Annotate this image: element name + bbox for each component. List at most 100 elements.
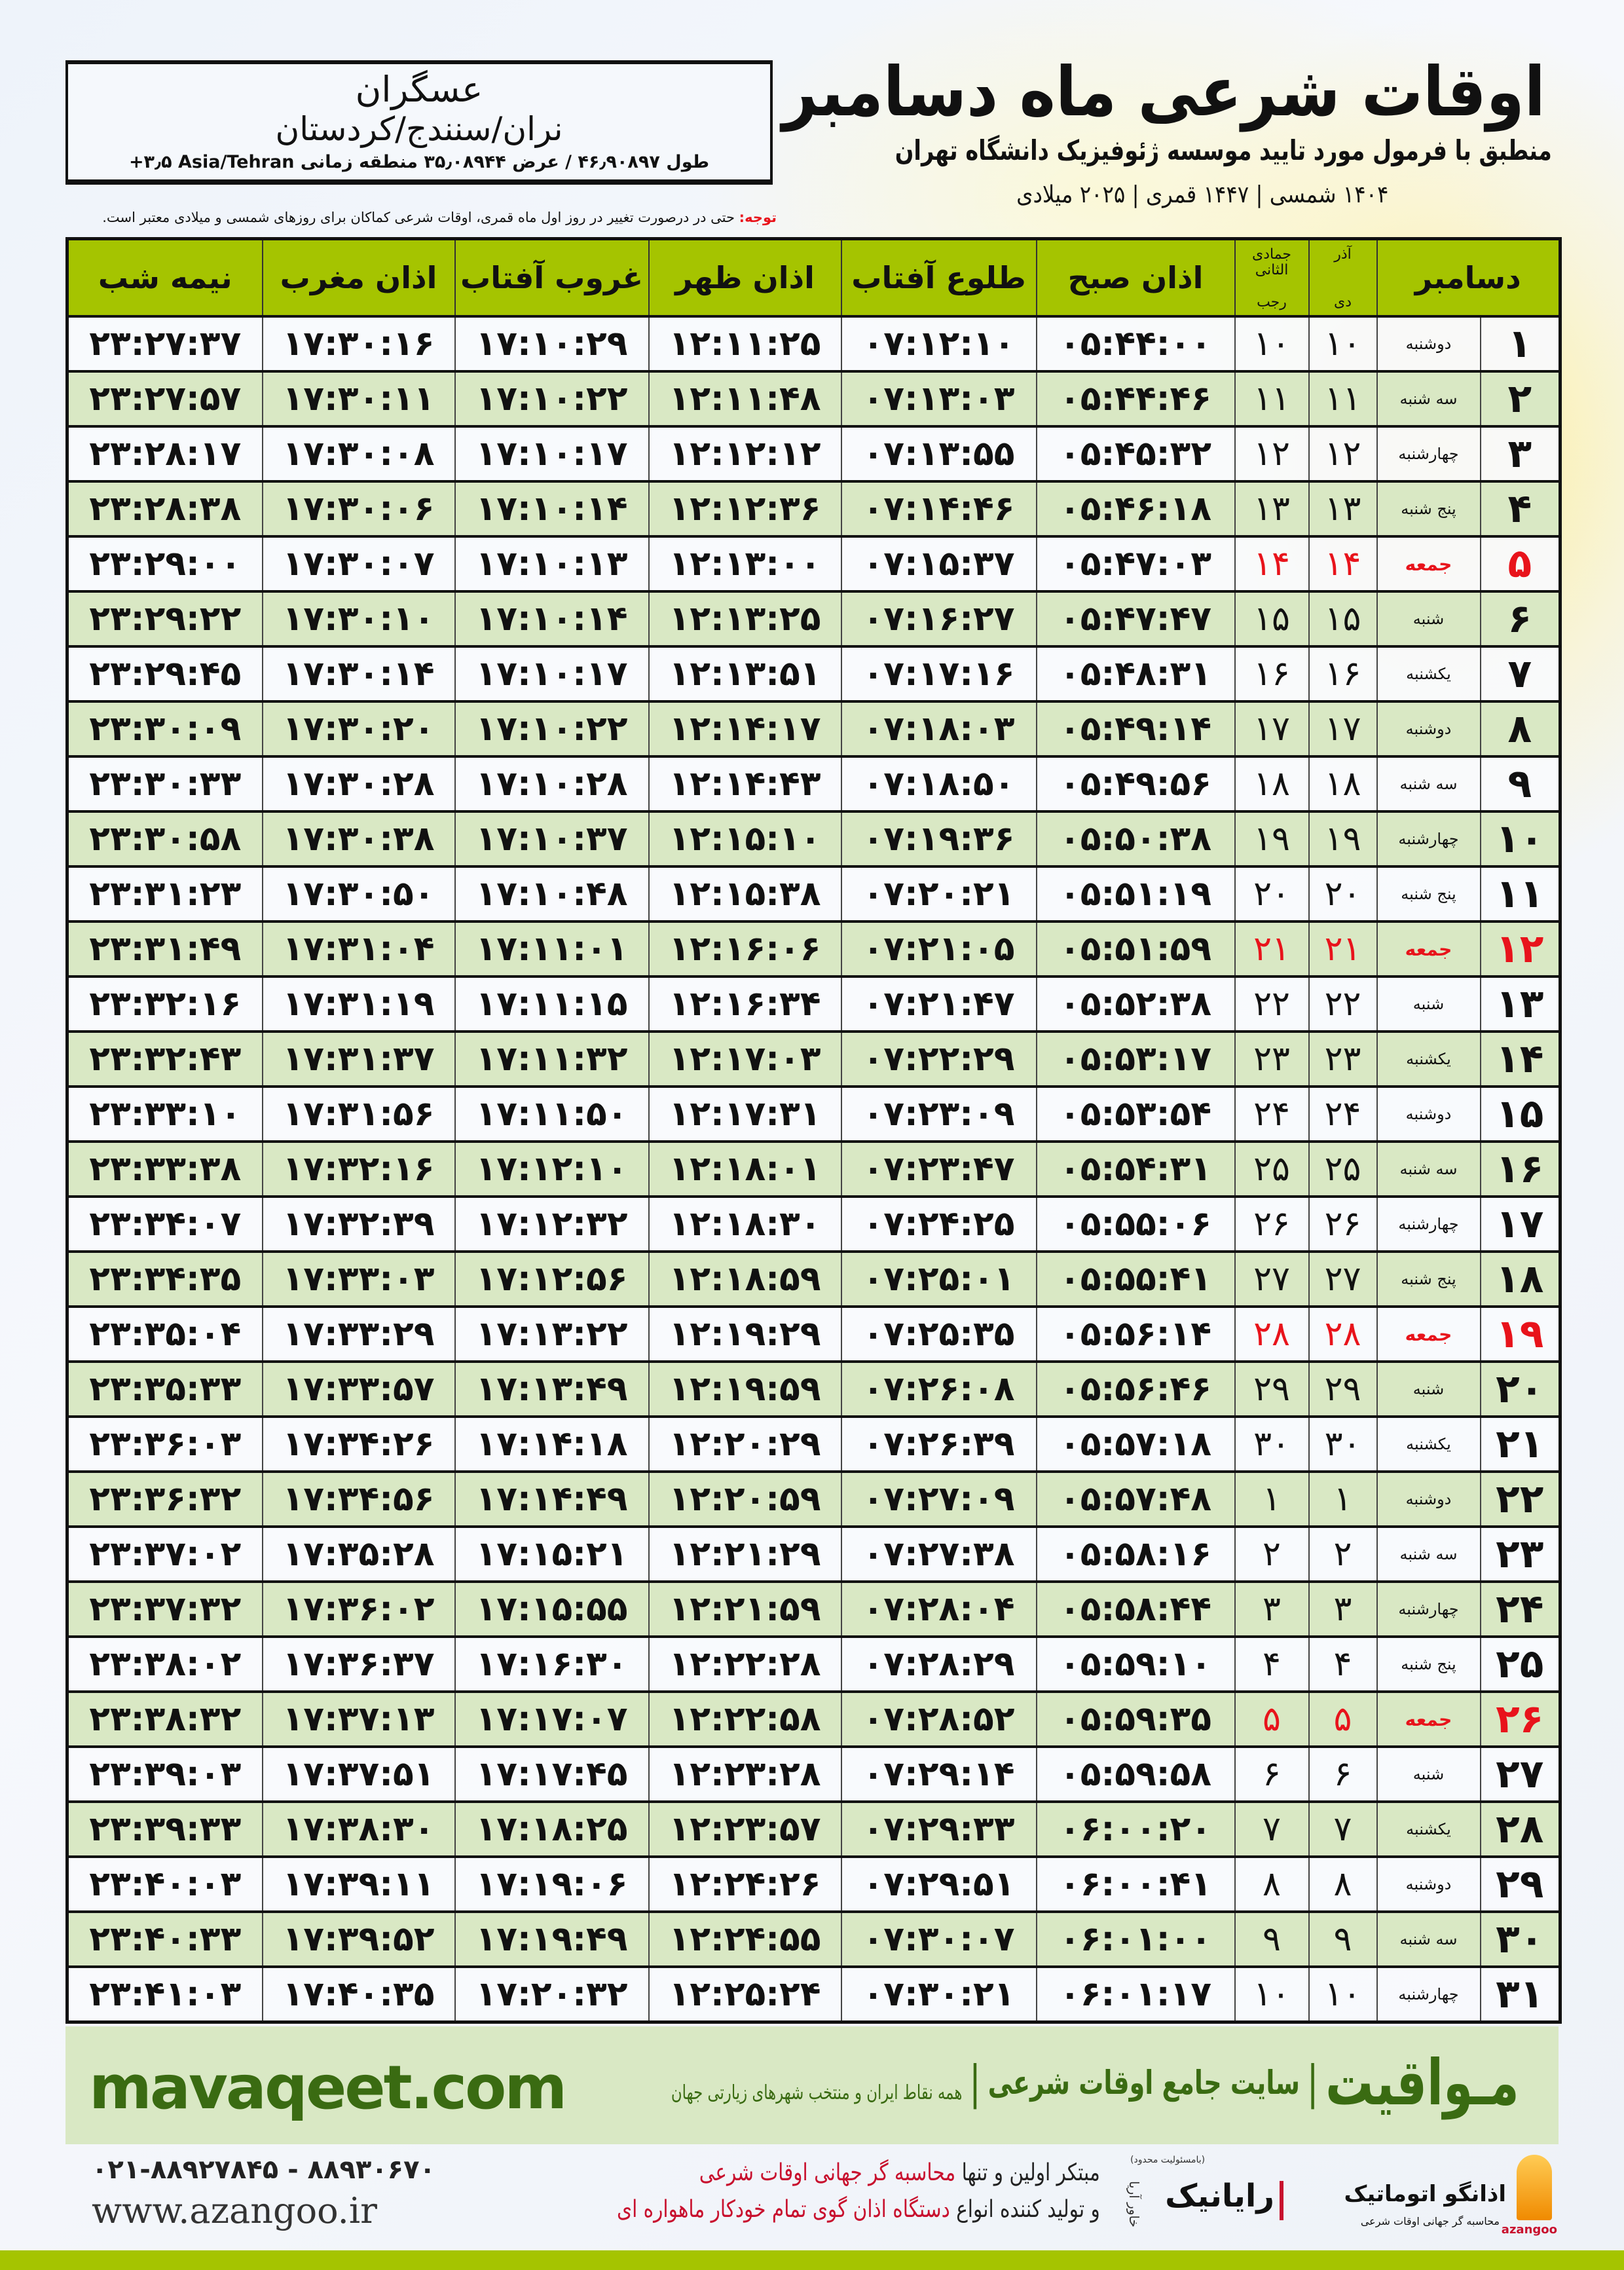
mavaqeet-url[interactable]: mavaqeet.com [89, 2053, 567, 2123]
dhuhr-time: ۱۲:۲۲:۲۸ [648, 1635, 841, 1692]
sunrise-time: ۰۷:۲۶:۰۸ [840, 1360, 1037, 1417]
midnight-time: ۲۳:۴۱:۰۳ [66, 1965, 263, 2022]
midnight-time: ۲۳:۲۸:۱۷ [66, 425, 263, 481]
fajr-time: ۰۵:۵۲:۳۸ [1035, 975, 1235, 1032]
table-row: ۶ شنبه ۱۵ ۱۵ ۰۵:۴۷:۴۷ ۰۷:۱۶:۲۷ ۱۲:۱۳:۲۵ ۱۷:۱۰:۱… [66, 590, 1560, 646]
fajr-time: ۰۵:۵۹:۵۸ [1035, 1745, 1235, 1802]
dey-day: ۳۰ [1308, 1415, 1377, 1472]
fajr-time: ۰۵:۵۴:۳۱ [1035, 1140, 1235, 1197]
dey-day: ۴ [1308, 1635, 1377, 1692]
dey-day: ۲۱ [1308, 920, 1377, 977]
dey-day: ۶ [1308, 1745, 1377, 1802]
weekday: جمعه [1376, 920, 1481, 977]
maghrib-time: ۱۷:۳۰:۰۶ [261, 480, 455, 536]
table-row: ۱۴ یکشنبه ۲۳ ۲۳ ۰۵:۵۳:۱۷ ۰۷:۲۲:۲۹ ۱۲:۱۷:۰۳ ۱۷:۱… [66, 1030, 1560, 1087]
weekday: شنبه [1376, 590, 1481, 646]
hijri-day: ۲۵ [1234, 1140, 1309, 1197]
dey-day: ۲۸ [1308, 1305, 1377, 1362]
fajr-time: ۰۵:۵۳:۵۴ [1035, 1085, 1235, 1142]
midnight-time: ۲۳:۳۱:۲۳ [66, 865, 263, 921]
sunset-time: ۱۷:۱۴:۱۸ [454, 1415, 649, 1472]
sunset-time: ۱۷:۱۲:۵۶ [454, 1250, 649, 1307]
dhuhr-time: ۱۲:۱۳:۲۵ [648, 590, 841, 646]
day-number: ۲۹ [1479, 1855, 1560, 1912]
midnight-time: ۲۳:۳۶:۳۲ [66, 1470, 263, 1527]
day-number: ۱۷ [1479, 1195, 1560, 1252]
hijri-day: ۱۴ [1234, 535, 1309, 591]
dhuhr-time: ۱۲:۱۲:۱۲ [648, 425, 841, 481]
day-number: ۵ [1479, 535, 1560, 591]
table-row: ۲۸ یکشنبه ۷ ۷ ۰۶:۰۰:۲۰ ۰۷:۲۹:۳۳ ۱۲:۲۳:۵۷ ۱۷:۱۸:… [66, 1800, 1560, 1857]
sunrise-time: ۰۷:۳۰:۰۷ [840, 1910, 1037, 1967]
header-sunset: غروب آفتاب [454, 238, 649, 316]
weekday: جمعه [1376, 1690, 1481, 1747]
maghrib-time: ۱۷:۳۰:۳۸ [261, 810, 455, 866]
city-name: عسگران [355, 69, 483, 110]
dey-day: ۱۸ [1308, 755, 1377, 811]
header-sunrise: طلوع آفتاب [840, 238, 1037, 316]
sunset-time: ۱۷:۱۲:۳۲ [454, 1195, 649, 1252]
sunrise-time: ۰۷:۲۵:۰۱ [840, 1250, 1037, 1307]
maghrib-time: ۱۷:۳۳:۵۷ [261, 1360, 455, 1417]
day-number: ۳ [1479, 425, 1560, 481]
rayanik-logo: (بامسئولیت محدود) خاور آریا رایانیک [1126, 2155, 1283, 2240]
weekday: پنج شنبه [1376, 1250, 1481, 1307]
region-name: نران/سنندج/کردستان [275, 110, 563, 148]
dhuhr-time: ۱۲:۱۴:۱۷ [648, 700, 841, 756]
midnight-time: ۲۳:۳۹:۳۳ [66, 1800, 263, 1857]
sunrise-time: ۰۷:۲۲:۲۹ [840, 1030, 1037, 1087]
sunrise-time: ۰۷:۲۴:۲۵ [840, 1195, 1037, 1252]
table-row: ۲۹ دوشنبه ۸ ۸ ۰۶:۰۰:۴۱ ۰۷:۲۹:۵۱ ۱۲:۲۴:۲۶ ۱۷:۱۹:… [66, 1855, 1560, 1912]
fajr-time: ۰۵:۴۹:۱۴ [1035, 700, 1235, 756]
midnight-time: ۲۳:۳۶:۰۳ [66, 1415, 263, 1472]
sunset-time: ۱۷:۱۷:۴۵ [454, 1745, 649, 1802]
table-row: ۱ دوشنبه ۱۰ ۱۰ ۰۵:۴۴:۰۰ ۰۷:۱۲:۱۰ ۱۲:۱۱:۲۵ ۱۷:۱۰… [66, 315, 1560, 371]
dhuhr-time: ۱۲:۲۳:۲۸ [648, 1745, 841, 1802]
azangoo-url[interactable]: www.azangoo.ir [92, 2190, 377, 2231]
header-month: دسامبر [1376, 238, 1560, 316]
fajr-time: ۰۵:۵۹:۱۰ [1035, 1635, 1235, 1692]
weekday: جمعه [1376, 535, 1481, 591]
weekday: سه شنبه [1376, 1910, 1481, 1967]
weekday: دوشنبه [1376, 1855, 1481, 1912]
day-number: ۱ [1479, 315, 1560, 371]
sunrise-time: ۰۷:۲۳:۴۷ [840, 1140, 1037, 1197]
sunrise-time: ۰۷:۲۱:۰۵ [840, 920, 1037, 977]
day-number: ۸ [1479, 700, 1560, 756]
dhuhr-time: ۱۲:۱۲:۳۶ [648, 480, 841, 536]
sunset-time: ۱۷:۱۸:۲۵ [454, 1800, 649, 1857]
dey-day: ۲۷ [1308, 1250, 1377, 1307]
hijri-day: ۶ [1234, 1745, 1309, 1802]
separator: | [969, 2056, 982, 2110]
midnight-time: ۲۳:۳۴:۳۵ [66, 1250, 263, 1307]
dhuhr-time: ۱۲:۱۳:۵۱ [648, 645, 841, 701]
midnight-time: ۲۳:۲۷:۳۷ [66, 315, 263, 371]
sunrise-time: ۰۷:۲۶:۳۹ [840, 1415, 1037, 1472]
sunrise-time: ۰۷:۲۹:۱۴ [840, 1745, 1037, 1802]
maghrib-time: ۱۷:۳۳:۲۹ [261, 1305, 455, 1362]
brand-tagline: سایت جامع اوقات شرعی [987, 2064, 1301, 2102]
day-number: ۱۲ [1479, 920, 1560, 977]
midnight-time: ۲۳:۲۸:۳۸ [66, 480, 263, 536]
fajr-time: ۰۵:۵۵:۴۱ [1035, 1250, 1235, 1307]
maghrib-time: ۱۷:۳۳:۰۳ [261, 1250, 455, 1307]
dey-day: ۲۵ [1308, 1140, 1377, 1197]
hijri-day: ۱۲ [1234, 425, 1309, 481]
sunset-time: ۱۷:۱۳:۴۹ [454, 1360, 649, 1417]
table-row: ۲۰ شنبه ۲۹ ۲۹ ۰۵:۵۶:۴۶ ۰۷:۲۶:۰۸ ۱۲:۱۹:۵۹ ۱۷:۱۳:… [66, 1360, 1560, 1417]
header-hijri-top: جمادی الثانی [1251, 246, 1292, 278]
hijri-day: ۲۱ [1234, 920, 1309, 977]
midnight-time: ۲۳:۲۷:۵۷ [66, 370, 263, 426]
date-line: ۱۴۰۴ شمسی | ۱۴۴۷ قمری | ۲۰۲۵ میلادی [1016, 181, 1388, 208]
hijri-day: ۲۷ [1234, 1250, 1309, 1307]
dhuhr-time: ۱۲:۲۴:۵۵ [648, 1910, 841, 1967]
day-number: ۲۱ [1479, 1415, 1560, 1472]
day-number: ۲۷ [1479, 1745, 1560, 1802]
table-row: ۲۵ پنج شنبه ۴ ۴ ۰۵:۵۹:۱۰ ۰۷:۲۸:۲۹ ۱۲:۲۲:۲۸ ۱۷:۱… [66, 1635, 1560, 1692]
hijri-day: ۲۹ [1234, 1360, 1309, 1417]
table-row: ۴ پنج شنبه ۱۳ ۱۳ ۰۵:۴۶:۱۸ ۰۷:۱۴:۴۶ ۱۲:۱۲:۳۶ ۱۷:… [66, 480, 1560, 536]
hijri-day: ۱ [1234, 1470, 1309, 1527]
note: توجه: حتی در درصورت تغییر در روز اول ماه… [63, 210, 777, 225]
sunset-time: ۱۷:۱۵:۲۱ [454, 1525, 649, 1582]
company-description: مبتکر اولین و تنها محاسبه گر جهانی اوقات… [617, 2155, 1100, 2228]
